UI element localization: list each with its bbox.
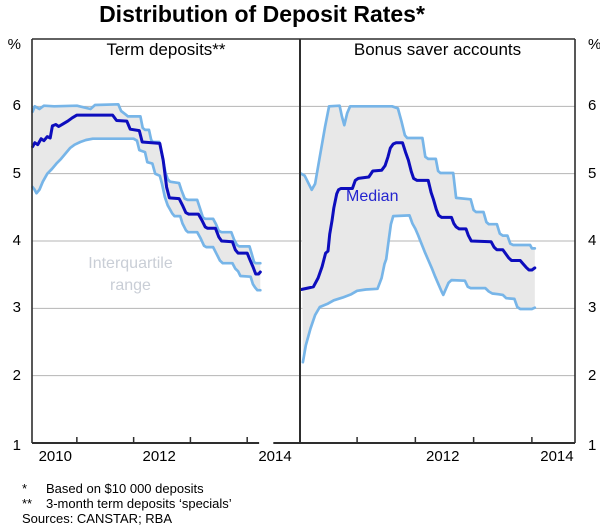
panel-0-median-line bbox=[31, 113, 262, 276]
footnote-2-marker: ** bbox=[22, 495, 33, 511]
footnote-1-text: Based on $10 000 deposits bbox=[46, 481, 204, 496]
y-axis-tick-label-right-3: 3 bbox=[588, 299, 597, 317]
y-axis-tick-label-right-5: 5 bbox=[588, 164, 597, 182]
panel-0-lower-quartile-line bbox=[31, 137, 262, 292]
y-axis-tick-label-right-6: 6 bbox=[588, 97, 597, 115]
x-axis-tick-label-2014-panel-1: 2014 bbox=[540, 448, 574, 465]
panel-1-median-line bbox=[299, 141, 537, 291]
chart-title: Distribution of Deposit Rates* bbox=[99, 1, 425, 27]
footnote-2: ** 3-month term deposits ‘specials’ bbox=[22, 495, 232, 512]
y-axis-tick-label-left-5: 5 bbox=[12, 164, 21, 182]
footnote-1-marker: * bbox=[22, 481, 28, 496]
x-axis-tick-label-2012-panel-0: 2012 bbox=[142, 448, 176, 465]
y-axis-tick-label-left-2: 2 bbox=[12, 366, 21, 384]
interquartile-annotation-line1: Interquartile bbox=[88, 255, 173, 272]
x-axis-tick-label-2014-panel-0: 2014 bbox=[258, 448, 292, 465]
y-axis-tick-label-right-1: 1 bbox=[588, 437, 597, 454]
footnotes-block: * Based on $10 000 deposits ** 3-month t… bbox=[22, 481, 232, 526]
y-axis-tick-label-left-1: 1 bbox=[12, 437, 21, 454]
panel-1-lower-quartile-line bbox=[301, 214, 537, 364]
panel-heading-bonus-saver: Bonus saver accounts bbox=[353, 40, 522, 59]
sources-line: Sources: CANSTAR; RBA bbox=[22, 510, 173, 526]
footnote-1: * Based on $10 000 deposits bbox=[22, 481, 232, 497]
y-axis-tick-label-right-4: 4 bbox=[588, 232, 597, 249]
x-axis-tick-label-2012-panel-1: 2012 bbox=[426, 448, 460, 465]
footnote-2-text: 3-month term deposits ‘specials’ bbox=[46, 495, 232, 511]
interquartile-annotation-line2: range bbox=[110, 277, 151, 294]
y-axis-tick-label-right-2: 2 bbox=[588, 366, 597, 384]
y-axis-tick-label-left-6: 6 bbox=[12, 97, 21, 115]
y-axis-unit-right: % bbox=[588, 37, 600, 53]
x-axis-tick-label-2010-panel-0: 2010 bbox=[38, 448, 72, 465]
y-axis-unit-left: % bbox=[7, 36, 21, 53]
panel-1-upper-quartile-line bbox=[299, 104, 537, 250]
panel-heading-term-deposits: Term deposits** bbox=[106, 40, 226, 59]
y-axis-tick-label-left-4: 4 bbox=[12, 232, 21, 249]
interquartile-range-annotation: Interquartile range bbox=[58, 253, 203, 297]
median-annotation: Median bbox=[346, 188, 399, 205]
panel-0-upper-quartile-line bbox=[31, 102, 262, 265]
y-axis-tick-label-left-3: 3 bbox=[12, 299, 21, 317]
